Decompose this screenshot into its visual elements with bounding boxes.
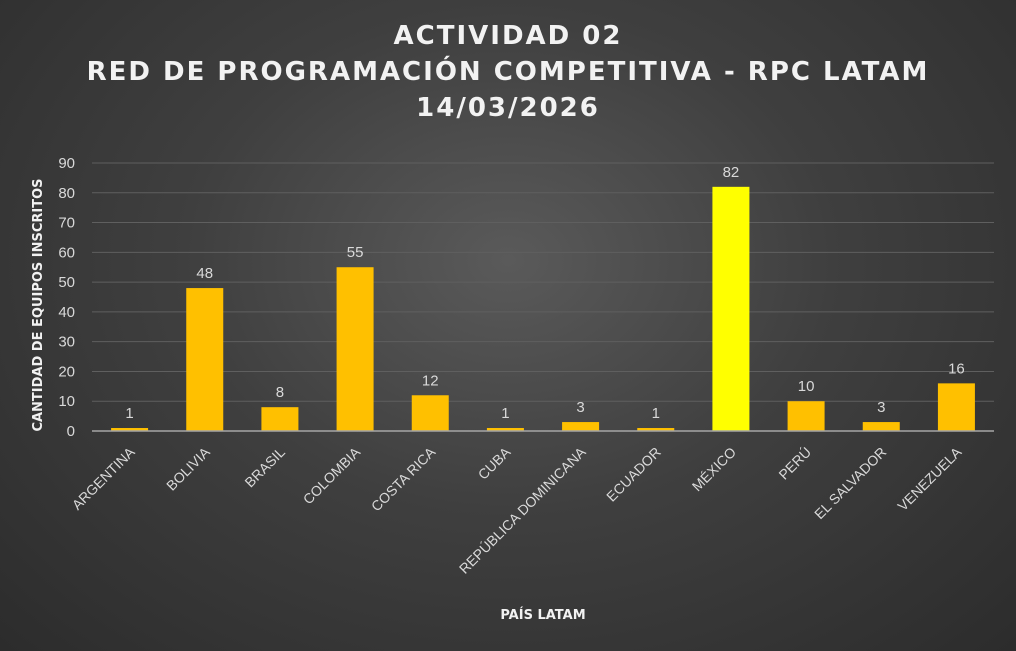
- y-tick-label: 20: [58, 363, 75, 380]
- bar: [486, 428, 524, 431]
- data-label: 16: [948, 360, 965, 377]
- x-tick-label: BRASIL: [242, 444, 289, 491]
- bar: [862, 422, 900, 431]
- data-label: 3: [877, 399, 885, 416]
- x-tick-label: COSTA RICA: [368, 443, 439, 514]
- x-tick-label: ECUADOR: [603, 444, 664, 505]
- bar: [637, 428, 675, 431]
- y-tick-label: 0: [67, 423, 75, 440]
- x-tick-label: REPÚBLICA DOMINICANA: [456, 443, 589, 576]
- chart-title-line-3: 14/03/2026: [416, 93, 600, 123]
- x-tick-label: ARGENTINA: [69, 443, 139, 513]
- bar: [336, 267, 374, 431]
- bar: [712, 186, 750, 431]
- bar: [787, 401, 825, 431]
- x-tick-label: VENEZUELA: [894, 443, 965, 514]
- x-tick-label: BOLIVIA: [163, 443, 213, 493]
- x-axis-title: PAÍS LATAM: [500, 607, 585, 623]
- y-tick-label: 50: [58, 274, 75, 291]
- data-label: 55: [347, 244, 364, 261]
- x-tick-label: MÉXICO: [689, 444, 739, 494]
- bar: [111, 428, 149, 431]
- chart-title: ACTIVIDAD 02 RED DE PROGRAMACIÓN COMPETI…: [0, 18, 1016, 126]
- data-label: 10: [798, 378, 815, 395]
- y-axis-title: CANTIDAD DE EQUIPOS INSCRITOS: [31, 178, 46, 431]
- data-label: 12: [422, 372, 439, 389]
- y-tick-label: 70: [58, 215, 75, 232]
- y-tick-label: 80: [58, 185, 75, 202]
- x-tick-label: COLOMBIA: [300, 443, 364, 507]
- data-label: 82: [723, 164, 740, 181]
- chart-title-line-1: ACTIVIDAD 02: [393, 21, 623, 51]
- x-tick-label: EL SALVADOR: [811, 444, 889, 522]
- x-tick-label: PERÚ: [775, 444, 814, 483]
- data-label: 3: [576, 399, 584, 416]
- data-label: 48: [196, 265, 213, 282]
- y-tick-label: 40: [58, 304, 75, 321]
- bar: [261, 407, 299, 431]
- bar: [562, 422, 600, 431]
- data-label: 1: [125, 405, 133, 422]
- bar: [937, 383, 975, 431]
- data-label: 1: [501, 405, 509, 422]
- y-tick-label: 90: [58, 155, 75, 172]
- bar: [411, 395, 449, 431]
- chart-title-line-2: RED DE PROGRAMACIÓN COMPETITIVA - RPC LA…: [86, 57, 930, 87]
- bar: [186, 288, 224, 431]
- data-label: 1: [652, 405, 660, 422]
- y-tick-label: 60: [58, 244, 75, 261]
- y-tick-label: 10: [58, 393, 75, 410]
- y-tick-label: 30: [58, 334, 75, 351]
- data-label: 8: [276, 384, 284, 401]
- x-tick-label: CUBA: [475, 443, 514, 482]
